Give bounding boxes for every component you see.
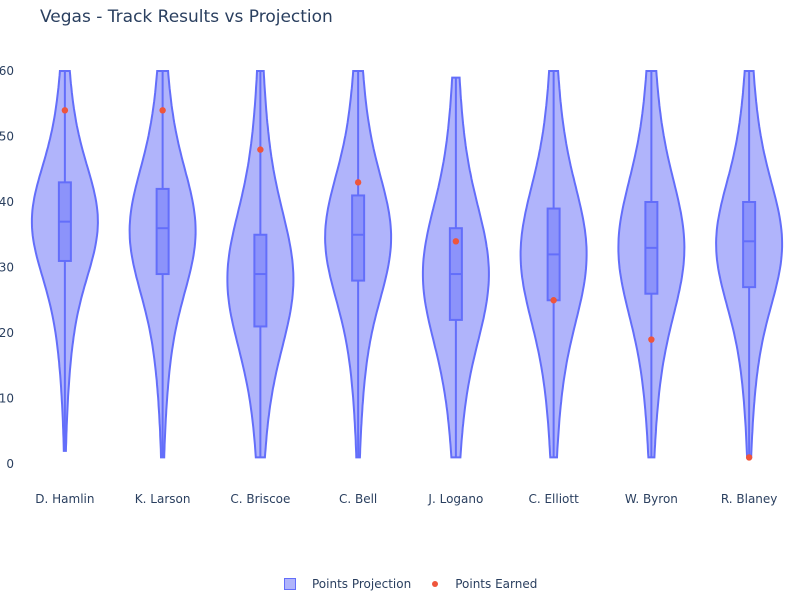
x-tick-label: D. Hamlin — [35, 492, 94, 506]
violin-box — [155, 187, 170, 276]
x-tick-label: K. Larson — [135, 492, 191, 506]
violin-box — [351, 194, 366, 282]
x-tick-label: R. Blaney — [721, 492, 778, 506]
y-tick-label: 50 — [0, 130, 14, 144]
violin-box — [253, 233, 268, 328]
y-tick-label: 30 — [0, 261, 14, 275]
legend-label-projection: Points Projection — [312, 577, 412, 591]
legend-swatch-projection — [284, 578, 296, 590]
x-axis: D. Hamlin K. Larson C. Briscoe C. Bell J. Lo… — [35, 492, 777, 506]
earned-point[interactable] — [648, 336, 655, 343]
x-tick-label: C. Bell — [339, 492, 377, 506]
earned-points — [61, 107, 753, 461]
earned-point[interactable] — [550, 297, 557, 304]
y-tick-label: 0 — [6, 457, 14, 471]
y-axis: 0 10 20 30 40 50 60 — [0, 64, 14, 471]
earned-point[interactable] — [745, 454, 753, 461]
y-tick-label: 60 — [0, 64, 14, 78]
legend: Points Projection Points Earned — [284, 577, 555, 591]
legend-label-earned: Points Earned — [455, 577, 538, 591]
violins — [30, 70, 784, 459]
earned-point[interactable] — [159, 107, 166, 114]
y-tick-label: 10 — [0, 392, 14, 406]
earned-point[interactable] — [257, 146, 264, 153]
legend-marker-earned — [432, 581, 439, 587]
x-tick-label: J. Logano — [427, 492, 483, 506]
x-tick-label: W. Byron — [625, 492, 678, 506]
y-tick-label: 20 — [0, 326, 14, 340]
x-tick-label: C. Briscoe — [230, 492, 290, 506]
earned-point[interactable] — [61, 107, 69, 114]
legend-item-projection[interactable]: Points Projection — [284, 577, 411, 591]
earned-point[interactable] — [354, 179, 362, 186]
violin-box — [742, 201, 757, 289]
earned-point[interactable] — [452, 238, 460, 245]
legend-item-earned[interactable]: Points Earned — [429, 577, 537, 591]
chart-title: Vegas - Track Results vs Projection — [40, 7, 333, 27]
y-tick-label: 40 — [0, 195, 14, 209]
x-tick-label: C. Elliott — [528, 492, 579, 506]
